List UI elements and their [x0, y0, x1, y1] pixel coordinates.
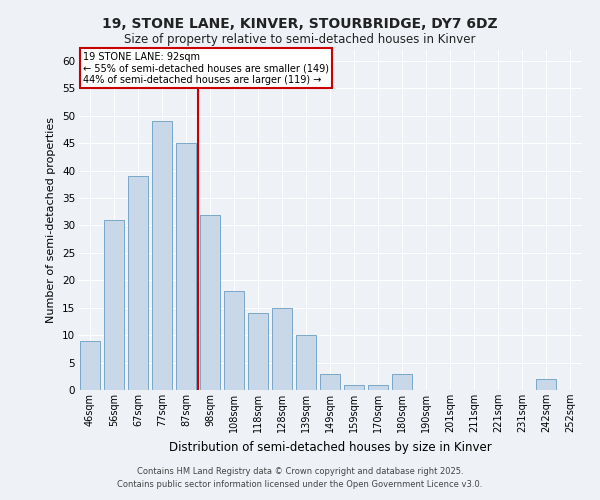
Text: 19 STONE LANE: 92sqm
← 55% of semi-detached houses are smaller (149)
44% of semi: 19 STONE LANE: 92sqm ← 55% of semi-detac…: [83, 52, 329, 85]
X-axis label: Distribution of semi-detached houses by size in Kinver: Distribution of semi-detached houses by …: [169, 440, 491, 454]
Bar: [536, 379, 556, 390]
Bar: [80, 340, 100, 390]
Text: Contains HM Land Registry data © Crown copyright and database right 2025.
Contai: Contains HM Land Registry data © Crown c…: [118, 468, 482, 489]
Bar: [392, 374, 412, 390]
Bar: [272, 308, 292, 390]
Bar: [128, 176, 148, 390]
Bar: [104, 220, 124, 390]
Bar: [248, 313, 268, 390]
Y-axis label: Number of semi-detached properties: Number of semi-detached properties: [46, 117, 56, 323]
Bar: [320, 374, 340, 390]
Bar: [224, 292, 244, 390]
Bar: [296, 335, 316, 390]
Text: Size of property relative to semi-detached houses in Kinver: Size of property relative to semi-detach…: [124, 32, 476, 46]
Bar: [344, 384, 364, 390]
Text: 19, STONE LANE, KINVER, STOURBRIDGE, DY7 6DZ: 19, STONE LANE, KINVER, STOURBRIDGE, DY7…: [102, 18, 498, 32]
Bar: [176, 143, 196, 390]
Bar: [368, 384, 388, 390]
Bar: [200, 214, 220, 390]
Bar: [152, 122, 172, 390]
